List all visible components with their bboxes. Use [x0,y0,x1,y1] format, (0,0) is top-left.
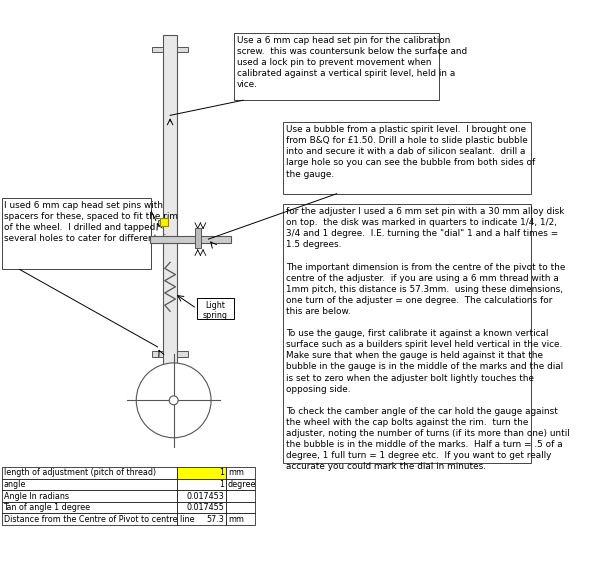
Bar [177,47,188,52]
Text: 0.017455: 0.017455 [187,503,225,512]
Bar [177,351,188,357]
Circle shape [136,363,211,438]
Bar [195,229,201,248]
Text: Angle In radians: Angle In radians [4,492,69,501]
Text: 1: 1 [219,480,225,489]
Bar [2,198,151,269]
Bar [2,467,177,479]
Text: Tan of angle 1 degree: Tan of angle 1 degree [4,503,91,512]
Bar [158,220,165,226]
Text: Light
spring: Light spring [203,301,228,320]
Text: Use a 6 mm cap head set pin for the calibration
screw.  this was countersunk bel: Use a 6 mm cap head set pin for the cali… [237,36,467,89]
Bar [152,351,163,357]
Bar [197,298,234,319]
Text: angle: angle [4,480,26,489]
Text: Distance from the Centre of Pivot to centre line: Distance from the Centre of Pivot to cen… [4,515,194,524]
Bar [152,47,163,52]
Text: for the adjuster I used a 6 mm set pin with a 30 mm alloy disk
on top.  the disk: for the adjuster I used a 6 mm set pin w… [286,207,569,472]
Text: mm: mm [228,515,244,524]
Bar [177,490,226,502]
Bar [2,490,177,502]
Bar [283,205,531,463]
Text: I used 6 mm cap head set pins with
spacers for these, spaced to fit the rim
of t: I used 6 mm cap head set pins with space… [4,201,182,243]
Bar [2,479,177,490]
Bar [163,35,177,383]
Bar [177,467,226,479]
Text: degree: degree [228,480,256,489]
Bar [226,467,255,479]
Bar [226,502,255,514]
Bar [160,217,169,226]
Text: length of adjustment (pitch of thread): length of adjustment (pitch of thread) [4,468,156,477]
Bar [177,514,226,525]
Bar [226,514,255,525]
Text: 1: 1 [219,468,225,477]
Bar [177,479,226,490]
Bar [177,502,226,514]
Bar [2,502,177,514]
Text: 0.017453: 0.017453 [187,492,225,501]
Bar [234,33,439,100]
Text: 57.3: 57.3 [206,515,225,524]
Bar [226,490,255,502]
Bar [226,479,255,490]
Bar [2,514,177,525]
Text: mm: mm [228,468,244,477]
Bar [283,123,531,194]
Bar [150,235,231,243]
Circle shape [169,396,178,405]
Text: Use a bubble from a plastic spirit level.  I brought one
from B&Q for £1.50. Dri: Use a bubble from a plastic spirit level… [286,125,535,179]
